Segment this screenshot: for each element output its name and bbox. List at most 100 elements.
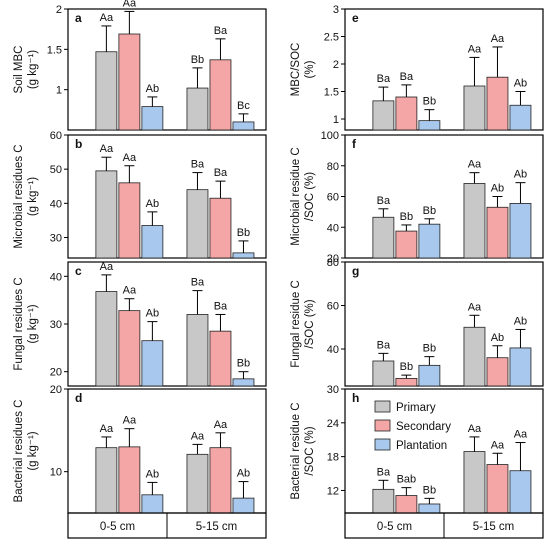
panel-g-bar-primary-2: [463, 326, 486, 387]
panel-c-ylabel-line1: Fungal residues C: [13, 277, 25, 370]
panel-a-ytick-label: 1.5: [47, 44, 62, 56]
panel-b-bar-primary-1: [95, 170, 118, 259]
panel-e-ytick-label: 3: [333, 4, 339, 16]
panel-h-bar-primary-1: [372, 488, 395, 514]
panel-g-bar-primary-1: [372, 360, 395, 387]
panel-h-bar-secondary-2: [486, 464, 509, 514]
panel-c-bar-primary-2: [186, 314, 209, 387]
panel-g-ytick-label: 80: [327, 257, 339, 269]
panel-g-sig-label: Ab: [491, 332, 504, 344]
panel-e-sig-label: Ba: [377, 73, 391, 85]
panel-b-ytick-label: 50: [50, 164, 62, 176]
panel-b-bar-plantation-2: [232, 252, 255, 259]
panel-d-sig-label: Ab: [146, 468, 159, 480]
panel-d-bar-secondary-1: [118, 446, 141, 514]
panel-f-sig-label: Aa: [468, 159, 482, 171]
panel-c-sig-label: Ba: [191, 277, 205, 289]
panel-a-bar-secondary-1: [118, 33, 141, 131]
panel-e-sig-label: Aa: [468, 43, 482, 55]
panel-b-bar-primary-2: [186, 189, 209, 259]
panel-h-letter: h: [352, 391, 359, 405]
panel-h-bar-secondary-1: [395, 495, 418, 514]
panel-f-ytick-label: 40: [327, 222, 339, 234]
panel-a-ytick-label: 1: [56, 85, 62, 97]
panel-f-ylabel-line1: Microbial residue C: [290, 147, 302, 245]
panel-f-sig-label: Ba: [377, 195, 391, 207]
panel-h-ytick-label: 12: [327, 485, 339, 497]
panel-g-bar-secondary-2: [486, 357, 509, 387]
panel-a-ylabel-line1: Soil MBC: [13, 46, 25, 94]
panel-f-ylabel-line2: /SOC (%): [304, 172, 316, 221]
panel-e-bar-plantation-2: [509, 104, 532, 131]
legend-label-primary: Primary: [396, 402, 436, 414]
panel-d-bar-plantation-2: [232, 497, 255, 514]
panel-b-sig-label: Aa: [123, 152, 137, 164]
panel-f-bar-plantation-1: [418, 223, 441, 259]
legend-label-secondary: Secondary: [396, 421, 451, 433]
panel-a-sig-label: Bc: [237, 100, 250, 112]
panel-e-sig-label: Ba: [400, 71, 414, 83]
panel-e-frame: [344, 8, 544, 131]
panel-h-sig-label: Aa: [491, 439, 505, 451]
panel-c-sig-label: Aa: [100, 261, 114, 273]
panel-a-bar-primary-2: [186, 87, 209, 131]
panel-h-ytick-label: 18: [327, 452, 339, 464]
panel-e-ytick-label: 2: [333, 59, 339, 71]
panel-a-sig-label: Ba: [214, 25, 228, 37]
panel-d-bar-primary-2: [186, 453, 209, 514]
panel-g-frame: [344, 261, 544, 387]
panel-f-sig-label: Ab: [514, 169, 527, 181]
panel-d-bar-plantation-1: [141, 494, 164, 514]
panel-f-bar-plantation-2: [509, 203, 532, 259]
panel-h-bar-plantation-1: [418, 503, 441, 514]
panel-d-sig-label: Aa: [214, 419, 228, 431]
panel-c-sig-label: Aa: [123, 285, 137, 297]
panel-a-bar-secondary-2: [209, 59, 232, 131]
panel-b-frame: [67, 134, 267, 259]
panel-f-bar-secondary-1: [395, 230, 418, 259]
panel-b-letter: b: [75, 137, 82, 151]
panel-e-letter: e: [352, 11, 359, 25]
panel-d-bar-primary-1: [95, 447, 118, 514]
panel-e-ytick-label: 1: [333, 114, 339, 126]
panel-d-ylabel-line1: Bacterial residues C: [13, 400, 25, 503]
panel-g-ytick-label: 40: [327, 344, 339, 356]
panel-c-letter: c: [75, 264, 82, 278]
panel-h-sig-label: Ba: [377, 466, 391, 478]
panel-g-sig-label: Ab: [514, 315, 527, 327]
panel-f-bar-primary-2: [463, 183, 486, 259]
panel-g-ylabel-line1: Fungal residue C: [290, 280, 302, 368]
panel-c-bar-primary-1: [95, 291, 118, 387]
panel-h-sig-label: Bab: [397, 474, 417, 486]
panel-g-sig-label: Bb: [400, 361, 413, 373]
panel-c-bar-secondary-2: [209, 330, 232, 387]
panel-e-bar-secondary-2: [486, 76, 509, 131]
panel-f-ytick-label: 60: [327, 192, 339, 204]
panel-f-ytick-label: 80: [327, 161, 339, 173]
panel-a-ylabel-line2: (g kg⁻¹): [27, 50, 39, 89]
panel-b-sig-label: Aa: [100, 143, 114, 155]
panel-g-bar-plantation-1: [418, 364, 441, 387]
panel-g-sig-label: Bb: [423, 343, 436, 355]
panel-d-sig-label: Ab: [237, 468, 250, 480]
xcat-label: 0-5 cm: [377, 521, 412, 533]
panel-b-sig-label: Ba: [191, 159, 205, 171]
panel-g-letter: g: [352, 264, 359, 278]
panel-h-sig-label: Bb: [423, 484, 436, 496]
panel-e-ylabel-line2: (%): [304, 60, 316, 78]
panel-d-ylabel-line2: (g kg⁻¹): [27, 431, 39, 470]
panel-d-ytick-label: 10: [50, 467, 62, 479]
panel-c-bar-plantation-2: [232, 378, 255, 387]
panel-b-ytick-label: 40: [50, 198, 62, 210]
panel-b-sig-label: Ab: [146, 198, 159, 210]
panel-b-bar-secondary-1: [118, 182, 141, 259]
panel-d-bar-secondary-2: [209, 447, 232, 514]
panel-d-letter: d: [75, 391, 82, 405]
panel-e-ylabel-line1: MBC/SOC: [290, 43, 302, 97]
panel-g-ytick-label: 60: [327, 301, 339, 313]
panel-f-sig-label: Bb: [423, 205, 436, 217]
panel-a-sig-label: Aa: [100, 12, 114, 24]
panel-c-ytick-label: 20: [50, 367, 62, 379]
panel-f-letter: f: [352, 137, 357, 151]
